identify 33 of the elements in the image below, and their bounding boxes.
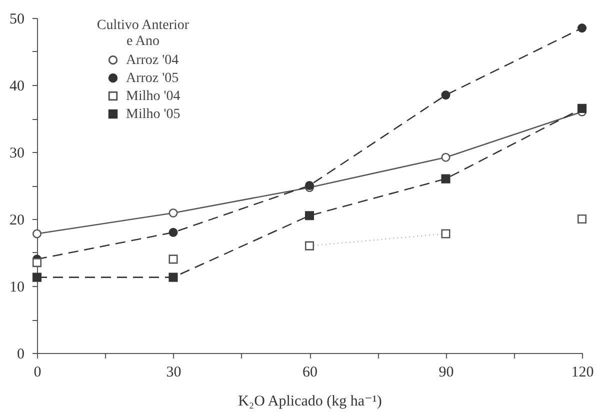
x-tick-label: 30 — [166, 364, 182, 380]
legend-title: Cultivo Anterior e Ano — [96, 18, 190, 49]
point — [577, 214, 587, 224]
y-tick-label: 30 — [10, 146, 24, 162]
x-tick-label: 0 — [34, 364, 42, 380]
point — [32, 229, 42, 238]
y-tick-label: 0 — [17, 346, 24, 362]
legend-label: Milho '04 — [126, 89, 180, 104]
point — [168, 272, 178, 282]
point — [168, 208, 178, 218]
legend-label: Milho '05 — [126, 107, 180, 122]
y-tick-label: 10 — [10, 280, 24, 296]
x-tick-label: 120 — [571, 364, 594, 380]
point — [168, 254, 178, 264]
legend-label: Arroz '05 — [126, 71, 179, 86]
y-tick-label: 20 — [10, 212, 24, 228]
point — [441, 90, 450, 100]
point — [304, 241, 314, 250]
x-axis-title: K₂O Aplicado (kg ha⁻¹) — [238, 394, 382, 410]
point — [441, 174, 450, 184]
y-tick-label: 40 — [10, 78, 24, 94]
point — [304, 211, 314, 220]
y-tick-label: 50 — [10, 12, 24, 28]
point — [32, 258, 42, 268]
point — [441, 152, 450, 162]
legend-label: Arroz '04 — [126, 53, 179, 68]
x-tick-label: 90 — [438, 364, 454, 380]
x-tick-label: 60 — [302, 364, 318, 380]
point — [32, 272, 42, 282]
point — [577, 104, 587, 113]
point — [168, 228, 178, 237]
point — [577, 24, 587, 33]
point — [441, 229, 450, 238]
